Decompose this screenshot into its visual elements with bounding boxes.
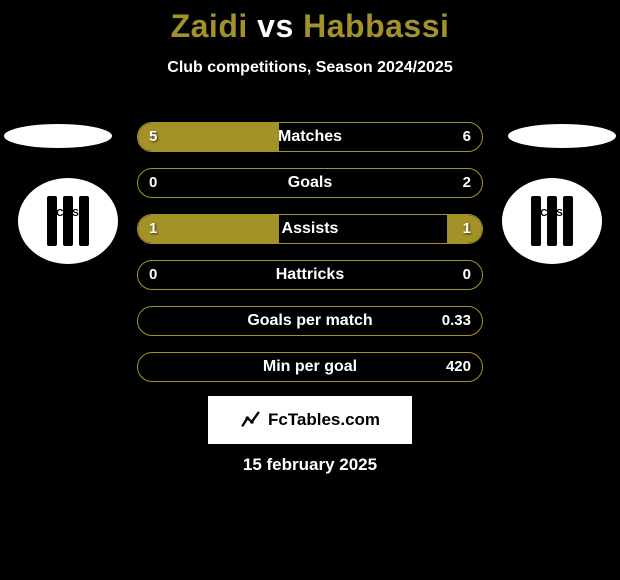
stat-value-right: 6: [463, 122, 471, 152]
stat-row: Hattricks0 0: [137, 260, 483, 290]
stat-label: Matches: [137, 122, 483, 152]
stat-row: Matches5 6: [137, 122, 483, 152]
source-text: FcTables.com: [268, 410, 380, 430]
stat-label: Hattricks: [137, 260, 483, 290]
subtitle: Club competitions, Season 2024/2025: [0, 59, 620, 77]
player2-club-badge: CSS: [502, 178, 602, 264]
title-player2: Habbassi: [303, 8, 449, 44]
title-player1: Zaidi: [171, 8, 248, 44]
player1-club-badge: CSS: [18, 178, 118, 264]
stat-value-left: 1: [149, 214, 157, 244]
stat-value-right: 1: [463, 214, 471, 244]
stat-value-left: 0: [149, 260, 157, 290]
comparison-title: Zaidi vs Habbassi: [0, 0, 620, 45]
footer-date: 15 february 2025: [0, 455, 620, 475]
club-stripes-icon: [524, 196, 580, 246]
title-vs: vs: [257, 8, 294, 44]
stat-row: Goals per match0.33: [137, 306, 483, 336]
source-badge: FcTables.com: [208, 396, 412, 444]
stat-row: Goals0 2: [137, 168, 483, 198]
stat-value-right: 2: [463, 168, 471, 198]
stat-row: Assists1 1: [137, 214, 483, 244]
stat-value-left: 0: [149, 168, 157, 198]
stat-label: Goals per match: [137, 306, 483, 336]
avatar-placeholder-icon: [4, 124, 112, 148]
stat-value-right: 0.33: [442, 306, 471, 336]
chart-icon: [240, 409, 262, 431]
stat-value-left: 5: [149, 122, 157, 152]
avatar-placeholder-icon: [508, 124, 616, 148]
club-stripes-icon: [40, 196, 96, 246]
stat-row: Min per goal420: [137, 352, 483, 382]
stats-bars: Matches56Goals02Assists11Hattricks00Goal…: [137, 122, 483, 398]
stat-value-right: 0: [463, 260, 471, 290]
stat-label: Goals: [137, 168, 483, 198]
stat-label: Min per goal: [137, 352, 483, 382]
stat-value-right: 420: [446, 352, 471, 382]
stat-label: Assists: [137, 214, 483, 244]
